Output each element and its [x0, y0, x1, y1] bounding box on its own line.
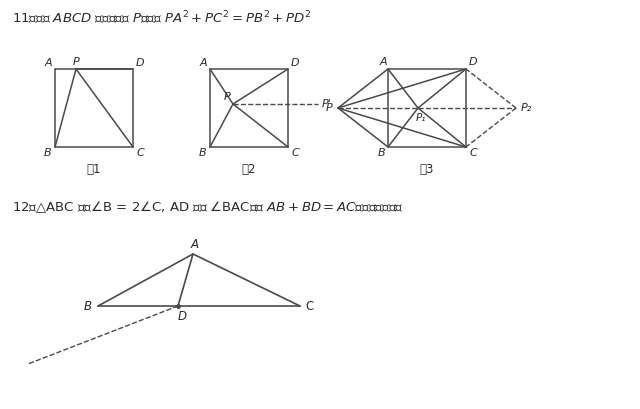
Text: D: D [291, 58, 300, 68]
Text: C: C [291, 148, 299, 158]
Text: P: P [72, 57, 79, 67]
Text: C: C [306, 299, 314, 312]
Text: 图1: 图1 [87, 163, 101, 176]
Text: 图2: 图2 [242, 163, 256, 176]
Text: P₂: P₂ [520, 103, 532, 113]
Text: B: B [84, 299, 92, 312]
Text: B: B [378, 148, 386, 158]
Text: D: D [177, 310, 186, 323]
Text: C: C [469, 148, 477, 158]
Text: A: A [199, 58, 207, 68]
Text: B: B [44, 148, 52, 158]
Text: 图3: 图3 [420, 163, 434, 176]
Text: P': P' [322, 99, 332, 109]
Text: A: A [191, 238, 199, 252]
Text: D: D [468, 57, 477, 67]
Text: P: P [326, 103, 332, 113]
Text: 11、矩形 $\it{ABCD}$ 及任意一点 $\it{P}$，都有 $\mathit{PA}^2+\mathit{PC}^2=\mathit{PB}^2+\: 11、矩形 $\it{ABCD}$ 及任意一点 $\it{P}$，都有 $\ma… [12, 9, 312, 26]
Text: 12、△ABC 中，∠B = 2∠C, AD 平分 ∠BAC，则 $\mathit{AB}+\mathit{BD}=\mathit{AC}$（截长、补短）: 12、△ABC 中，∠B = 2∠C, AD 平分 ∠BAC，则 $\mathi… [12, 199, 404, 215]
Text: P₁: P₁ [416, 113, 426, 123]
Text: C: C [136, 148, 144, 158]
Text: A: A [44, 58, 52, 68]
Text: B: B [199, 148, 207, 158]
Text: A: A [379, 57, 387, 67]
Text: P: P [223, 92, 230, 102]
Text: D: D [136, 58, 144, 68]
